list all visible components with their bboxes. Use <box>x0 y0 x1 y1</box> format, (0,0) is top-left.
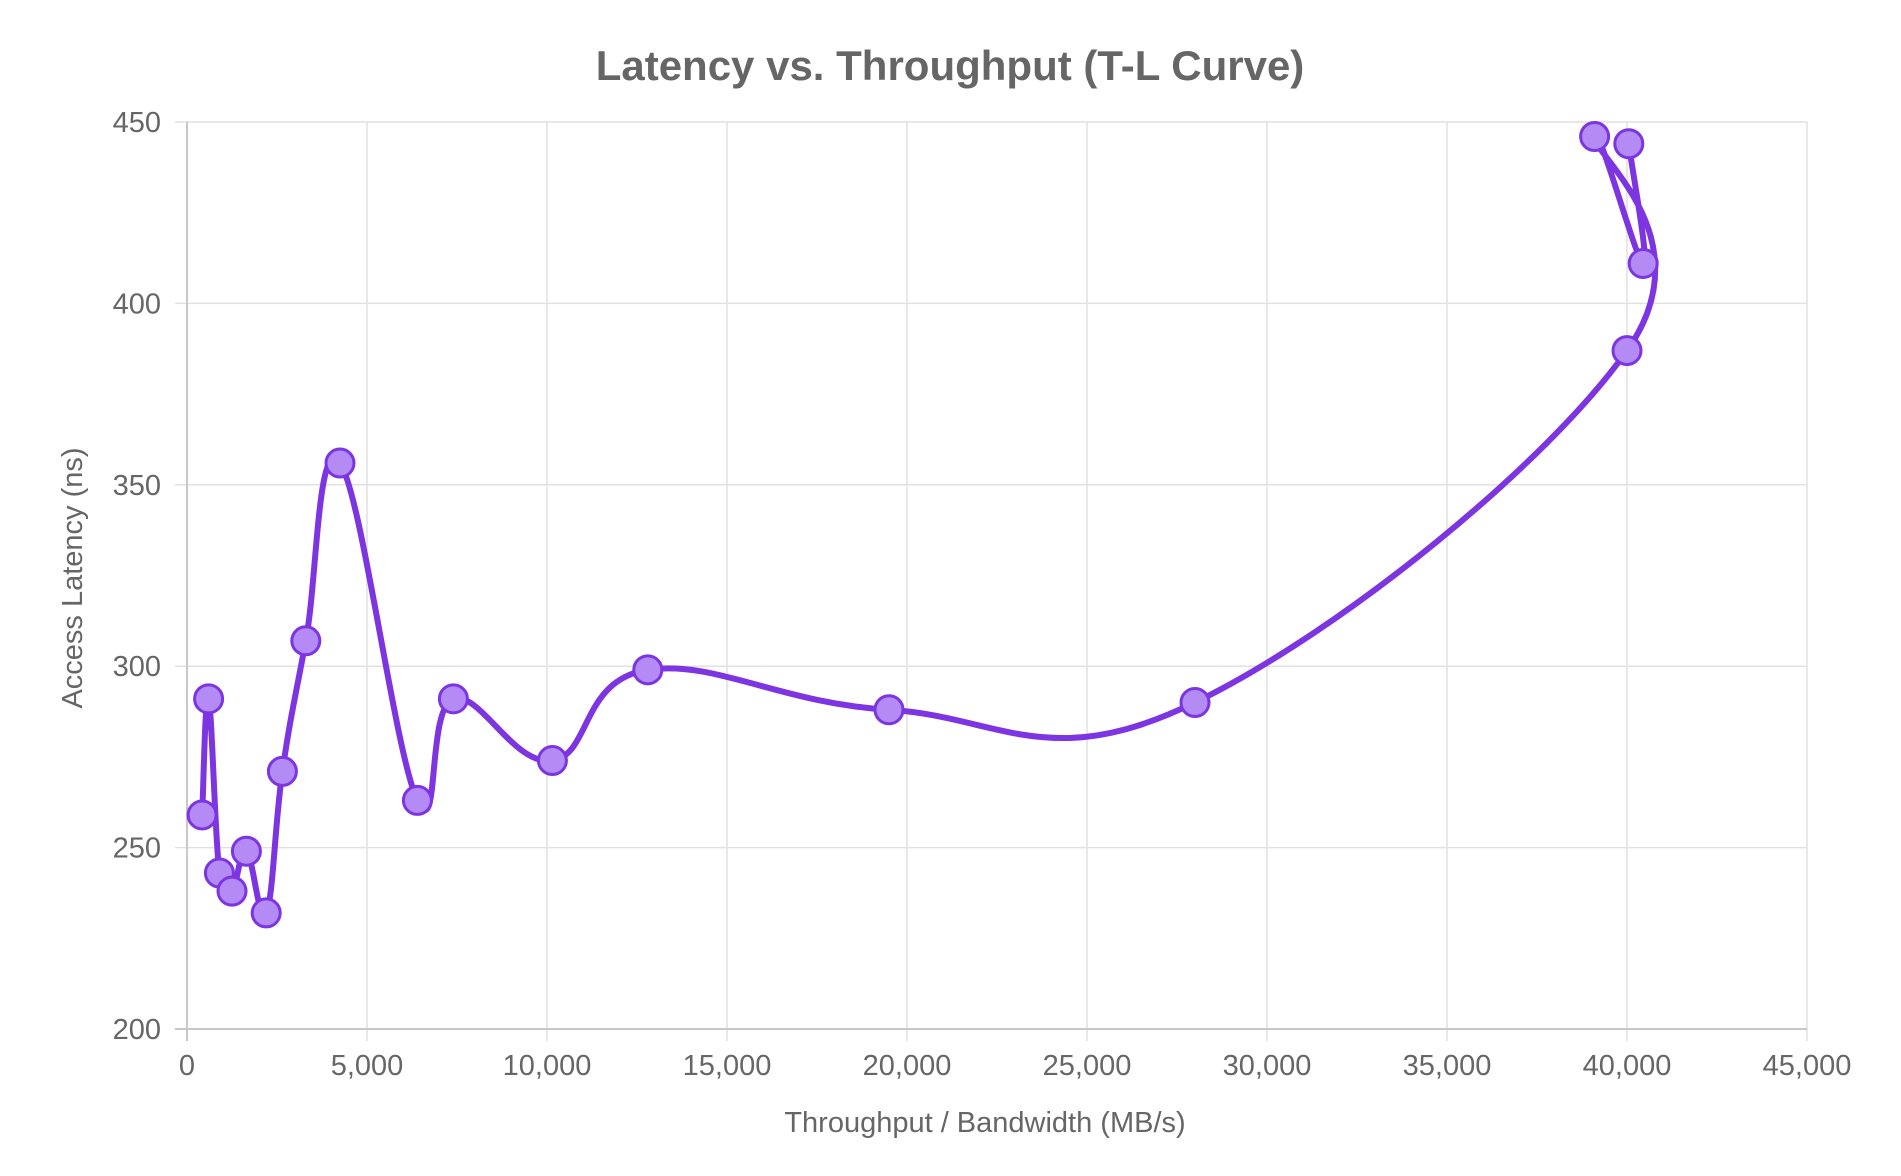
data-point[interactable] <box>266 755 298 787</box>
data-point[interactable] <box>193 683 225 715</box>
x-tick-label: 35,000 <box>1403 1050 1492 1082</box>
x-tick-label: 45,000 <box>1763 1050 1852 1082</box>
x-tick-label: 5,000 <box>331 1050 404 1082</box>
data-point[interactable] <box>632 654 664 686</box>
data-point[interactable] <box>290 625 322 657</box>
x-tick-label: 20,000 <box>863 1050 952 1082</box>
data-point[interactable] <box>324 447 356 479</box>
data-point[interactable] <box>186 799 218 831</box>
y-tick-label: 300 <box>113 651 161 683</box>
x-tick-label: 30,000 <box>1223 1050 1312 1082</box>
y-tick-label: 400 <box>113 288 161 320</box>
data-point[interactable] <box>1611 335 1643 367</box>
y-tick-label: 200 <box>113 1014 161 1046</box>
x-tick-label: 15,000 <box>683 1050 772 1082</box>
x-tick-label: 10,000 <box>503 1050 592 1082</box>
axes <box>175 122 1807 1041</box>
data-point[interactable] <box>1579 121 1611 153</box>
data-point[interactable] <box>1613 128 1645 160</box>
y-tick-label: 350 <box>113 470 161 502</box>
data-point[interactable] <box>216 875 248 907</box>
x-axis-title: Throughput / Bandwidth (MB/s) <box>784 1107 1185 1139</box>
data-point[interactable] <box>536 745 568 777</box>
data-point[interactable] <box>230 835 262 867</box>
y-axis-title: Access Latency (ns) <box>57 447 89 708</box>
data-point[interactable] <box>873 694 905 726</box>
y-tick-label: 450 <box>113 107 161 139</box>
data-point[interactable] <box>437 683 469 715</box>
x-tick-labels: 0 5,000 10,000 15,000 20,000 25,000 30,000 35,0… <box>179 1050 1851 1082</box>
chart-title: Latency vs. Throughput (T-L Curve) <box>596 42 1305 89</box>
data-point[interactable] <box>1179 686 1211 718</box>
series <box>186 121 1659 929</box>
data-point[interactable] <box>401 784 433 816</box>
data-point[interactable] <box>250 897 282 929</box>
y-tick-labels: 200 250 300 350 400 450 <box>113 107 161 1046</box>
x-tick-label: 25,000 <box>1043 1050 1132 1082</box>
x-tick-label: 40,000 <box>1583 1050 1672 1082</box>
y-tick-label: 250 <box>113 833 161 865</box>
x-tick-label: 0 <box>179 1050 195 1082</box>
data-point[interactable] <box>1627 247 1659 279</box>
grid <box>175 121 1808 1041</box>
